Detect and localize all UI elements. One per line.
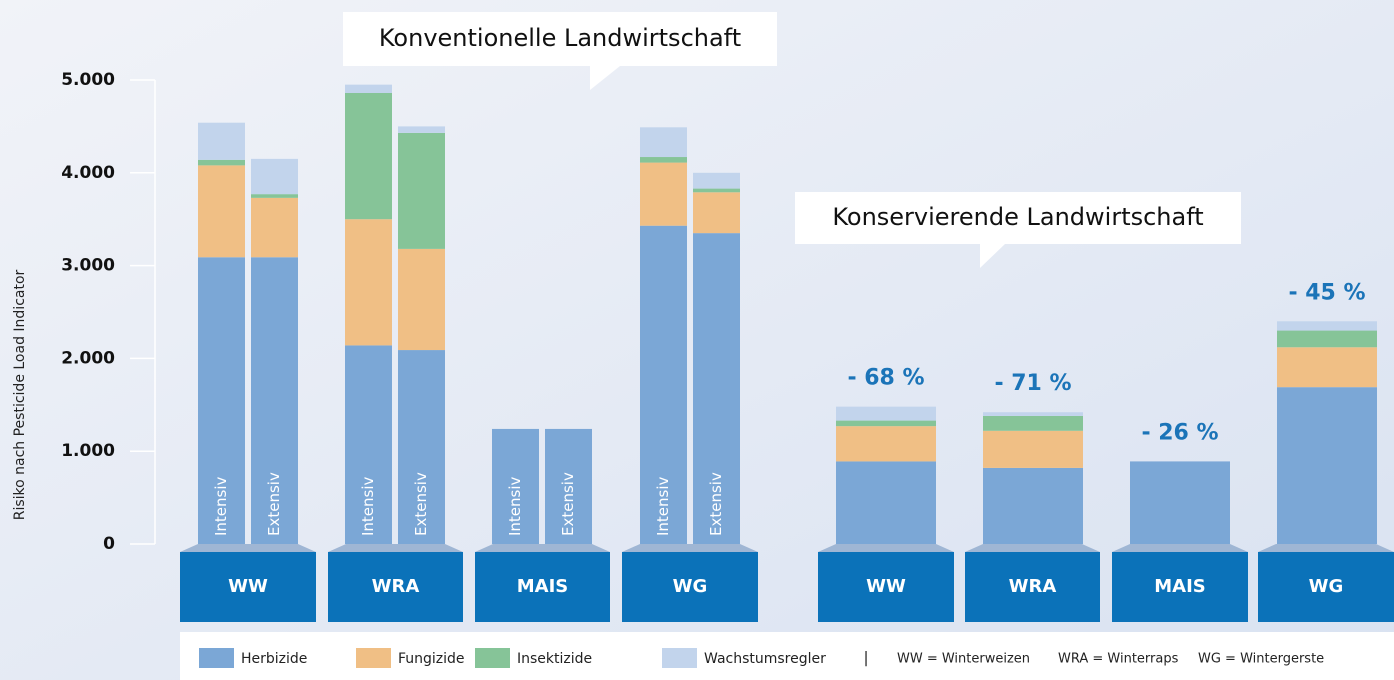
legend-swatch <box>662 648 697 668</box>
crop-label: WG <box>673 576 708 597</box>
abbreviation: WG = Wintergerste <box>1198 652 1324 667</box>
bar-segment <box>1277 321 1377 331</box>
crop-box <box>965 552 1100 622</box>
y-tick-label: 3.000 <box>61 256 115 276</box>
y-tick-label: 0 <box>103 534 115 554</box>
y-tick-label: 2.000 <box>61 348 115 368</box>
bar-segment <box>492 428 539 544</box>
bar-segment <box>251 257 298 544</box>
bar-segment <box>345 219 392 346</box>
bar-segment <box>345 84 392 93</box>
bar-segment <box>198 257 245 544</box>
legend-swatch <box>199 648 234 668</box>
bar-label: Extensiv <box>265 472 283 536</box>
reduction-label: - 45 % <box>1288 280 1365 305</box>
bar-segment <box>640 157 687 163</box>
crop-box <box>818 552 954 622</box>
bar-segment <box>1277 387 1377 544</box>
bar-segment <box>983 415 1083 431</box>
bar-label: Extensiv <box>707 472 725 536</box>
bar-segment <box>836 461 936 544</box>
bar-segment <box>1277 330 1377 348</box>
bar-segment <box>640 162 687 226</box>
bar-segment <box>398 350 445 544</box>
crop-box-bevel <box>1112 544 1248 552</box>
bar-label: Extensiv <box>559 472 577 536</box>
crop-box-bevel <box>965 544 1100 552</box>
bar-segment <box>251 194 298 198</box>
bar-segment <box>983 467 1083 544</box>
bar-segment <box>983 412 1083 416</box>
crop-label: WRA <box>1009 576 1057 597</box>
legend-label: Fungizide <box>398 651 465 667</box>
bar-segment <box>983 430 1083 468</box>
crop-box-bevel <box>475 544 610 552</box>
bar-label: Intensiv <box>359 476 377 536</box>
crop-box <box>328 552 463 622</box>
bar-segment <box>251 197 298 258</box>
bar-segment <box>398 248 445 351</box>
bar-segment <box>640 225 687 545</box>
crop-box-bevel <box>1258 544 1394 552</box>
y-tick-label: 1.000 <box>61 441 115 461</box>
group-title: Konservierende Landwirtschaft <box>832 203 1203 231</box>
bar-segment <box>640 127 687 158</box>
crop-label: WW <box>866 576 906 597</box>
bar-segment <box>836 420 936 427</box>
crop-box <box>1258 552 1394 622</box>
crop-box <box>475 552 610 622</box>
bar-segment <box>545 428 592 544</box>
bar-segment <box>693 172 740 189</box>
bar-label: Extensiv <box>412 472 430 536</box>
bar-label: Intensiv <box>654 476 672 536</box>
bar-segment <box>398 132 445 249</box>
y-axis-label: Risiko nach Pesticide Load Indicator <box>12 269 28 520</box>
y-tick-label: 5.000 <box>61 70 115 90</box>
bar-segment <box>693 233 740 544</box>
bar-segment <box>345 92 392 220</box>
bar-segment <box>198 165 245 258</box>
legend-label: Wachstumsregler <box>704 651 826 667</box>
bar-segment <box>836 426 936 462</box>
bar-segment <box>836 406 936 421</box>
crop-box-bevel <box>818 544 954 552</box>
crop-label: WW <box>228 576 268 597</box>
group-title: Konventionelle Landwirtschaft <box>379 24 741 52</box>
legend-swatch <box>475 648 510 668</box>
crop-label: WG <box>1309 576 1344 597</box>
legend-swatch <box>356 648 391 668</box>
legend-label: Herbizide <box>241 651 307 667</box>
bar-segment <box>198 159 245 166</box>
bar-label: Intensiv <box>212 476 230 536</box>
crop-box-bevel <box>622 544 758 552</box>
reduction-label: - 68 % <box>847 366 924 391</box>
bar-segment <box>1130 461 1230 544</box>
crop-label: MAIS <box>517 576 569 597</box>
bar-segment <box>693 192 740 234</box>
bar-segment <box>345 345 392 544</box>
legend-label: Insektizide <box>517 651 592 667</box>
abbreviation: WRA = Winterraps <box>1058 652 1179 667</box>
crop-label: MAIS <box>1154 576 1206 597</box>
crop-box <box>622 552 758 622</box>
abbreviation: WW = Winterweizen <box>897 652 1030 667</box>
bar-segment <box>198 122 245 160</box>
bar-segment <box>251 158 298 195</box>
callout <box>795 192 1241 268</box>
crop-label: WRA <box>372 576 420 597</box>
crop-box <box>1112 552 1248 622</box>
reduction-label: - 71 % <box>994 371 1071 396</box>
bar-segment <box>1277 347 1377 388</box>
y-tick-label: 4.000 <box>61 163 115 183</box>
callout <box>343 12 777 90</box>
crop-box-bevel <box>328 544 463 552</box>
bar-segment <box>693 188 740 193</box>
reduction-label: - 26 % <box>1141 420 1218 445</box>
bar-label: Intensiv <box>506 476 524 536</box>
legend-separator: | <box>863 649 868 667</box>
bar-segment <box>398 126 445 133</box>
crop-box-bevel <box>180 544 316 552</box>
crop-box <box>180 552 316 622</box>
